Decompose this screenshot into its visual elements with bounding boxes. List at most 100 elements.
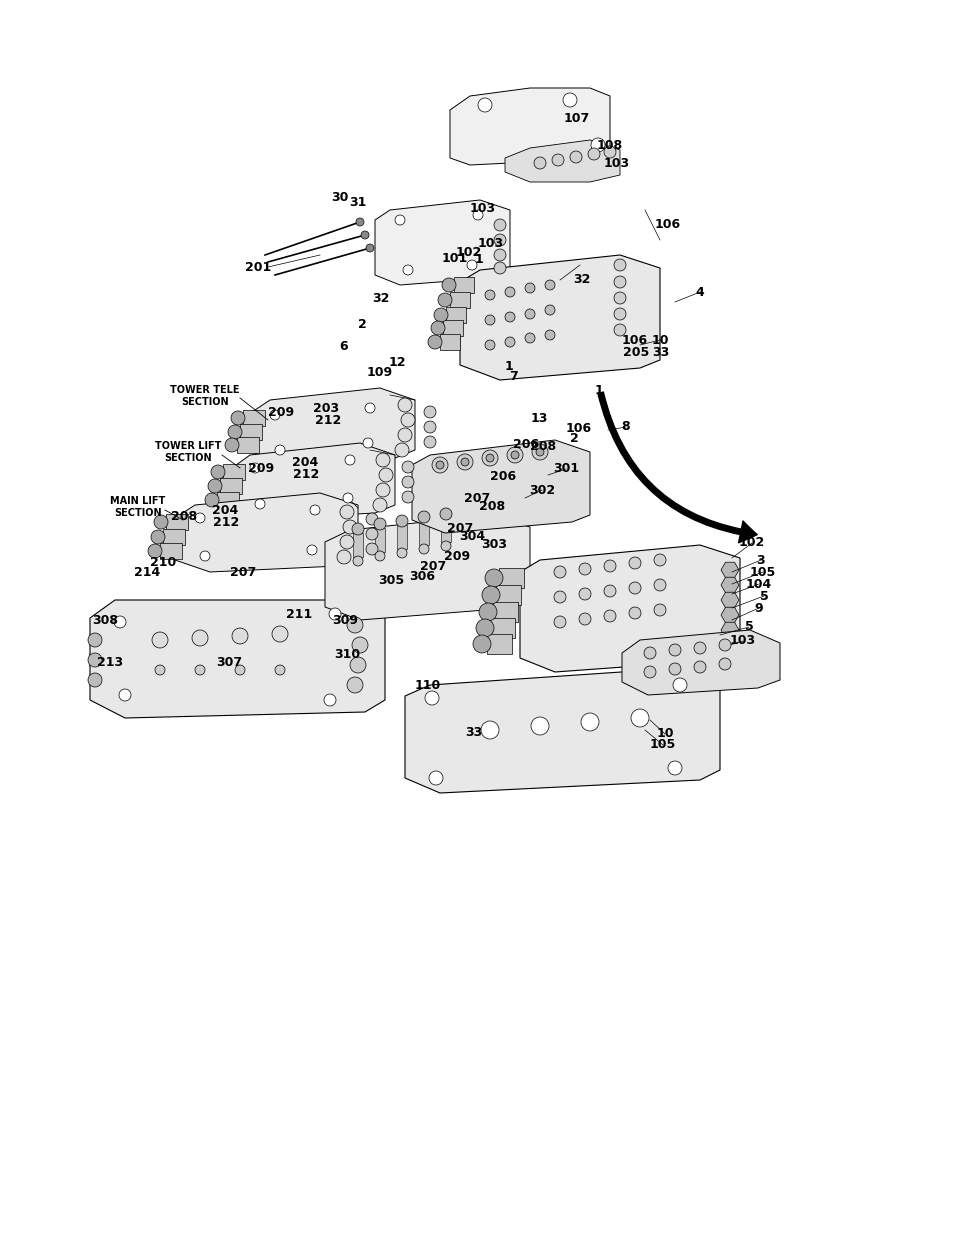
Circle shape [423, 406, 436, 417]
Circle shape [366, 543, 377, 555]
Circle shape [484, 315, 495, 325]
Circle shape [254, 499, 265, 509]
Text: 309: 309 [332, 615, 357, 627]
Circle shape [232, 629, 248, 643]
Circle shape [554, 566, 565, 578]
Circle shape [429, 771, 442, 785]
Text: 103: 103 [729, 635, 756, 647]
Text: 204: 204 [212, 505, 238, 517]
Circle shape [373, 498, 387, 513]
Circle shape [353, 556, 363, 566]
Polygon shape [504, 140, 619, 182]
Circle shape [643, 647, 656, 659]
Circle shape [614, 275, 625, 288]
Circle shape [375, 453, 390, 467]
Circle shape [436, 461, 443, 469]
Text: 13: 13 [530, 411, 547, 425]
Circle shape [274, 664, 285, 676]
Circle shape [628, 606, 640, 619]
Circle shape [88, 653, 102, 667]
Circle shape [473, 210, 482, 220]
Polygon shape [160, 543, 182, 559]
Circle shape [228, 425, 242, 438]
Circle shape [401, 475, 414, 488]
Text: 32: 32 [573, 273, 590, 285]
Text: 308: 308 [91, 614, 118, 626]
Text: 10: 10 [651, 333, 668, 347]
Circle shape [366, 245, 374, 252]
Text: 105: 105 [749, 566, 776, 578]
Text: 206: 206 [513, 438, 538, 452]
Circle shape [614, 308, 625, 320]
Circle shape [329, 608, 340, 620]
Text: 207: 207 [446, 521, 473, 535]
Circle shape [423, 436, 436, 448]
Circle shape [395, 215, 405, 225]
Circle shape [234, 664, 245, 676]
Circle shape [339, 535, 354, 550]
Circle shape [473, 635, 491, 653]
Text: 103: 103 [477, 236, 503, 249]
Circle shape [366, 529, 377, 540]
Circle shape [668, 663, 680, 676]
Text: 209: 209 [248, 462, 274, 474]
Circle shape [428, 335, 441, 350]
Polygon shape [459, 254, 659, 380]
Polygon shape [412, 440, 589, 534]
Circle shape [274, 445, 285, 454]
Text: 109: 109 [367, 366, 393, 378]
Circle shape [208, 479, 222, 493]
Text: 106: 106 [565, 421, 592, 435]
Circle shape [532, 445, 547, 459]
Circle shape [437, 293, 452, 308]
Circle shape [672, 678, 686, 692]
Circle shape [603, 559, 616, 572]
Text: 201: 201 [245, 261, 271, 273]
Circle shape [484, 290, 495, 300]
Polygon shape [446, 308, 465, 324]
Circle shape [402, 266, 413, 275]
Polygon shape [163, 529, 185, 545]
Circle shape [481, 450, 497, 466]
Circle shape [544, 305, 555, 315]
Circle shape [152, 632, 168, 648]
Text: 306: 306 [409, 571, 435, 583]
Text: 4: 4 [695, 285, 703, 299]
Circle shape [536, 448, 543, 456]
Circle shape [401, 492, 414, 503]
Text: 212: 212 [293, 468, 319, 482]
Text: 307: 307 [215, 657, 242, 669]
Polygon shape [720, 622, 739, 637]
Text: MAIN LIFT
SECTION: MAIN LIFT SECTION [111, 496, 166, 517]
Text: 10: 10 [656, 727, 673, 741]
Text: 214: 214 [133, 567, 160, 579]
Polygon shape [166, 514, 188, 530]
Text: 203: 203 [313, 401, 338, 415]
Text: 12: 12 [388, 357, 405, 369]
Circle shape [375, 483, 390, 496]
Text: 210: 210 [150, 556, 176, 568]
Circle shape [534, 157, 545, 169]
Circle shape [192, 630, 208, 646]
Circle shape [441, 278, 456, 291]
Text: 101: 101 [441, 252, 468, 264]
Circle shape [154, 664, 165, 676]
Circle shape [423, 421, 436, 433]
Text: 102: 102 [739, 536, 764, 550]
Circle shape [494, 249, 505, 261]
Circle shape [270, 410, 280, 420]
Circle shape [375, 551, 385, 561]
Circle shape [440, 541, 451, 551]
Circle shape [153, 515, 168, 529]
Circle shape [614, 324, 625, 336]
Circle shape [481, 585, 499, 604]
Circle shape [614, 291, 625, 304]
Text: 211: 211 [286, 608, 312, 620]
Circle shape [719, 638, 730, 651]
Circle shape [603, 610, 616, 622]
Circle shape [417, 511, 430, 522]
Polygon shape [236, 437, 258, 453]
Circle shape [603, 585, 616, 597]
Text: 31: 31 [349, 195, 366, 209]
Polygon shape [90, 600, 385, 718]
